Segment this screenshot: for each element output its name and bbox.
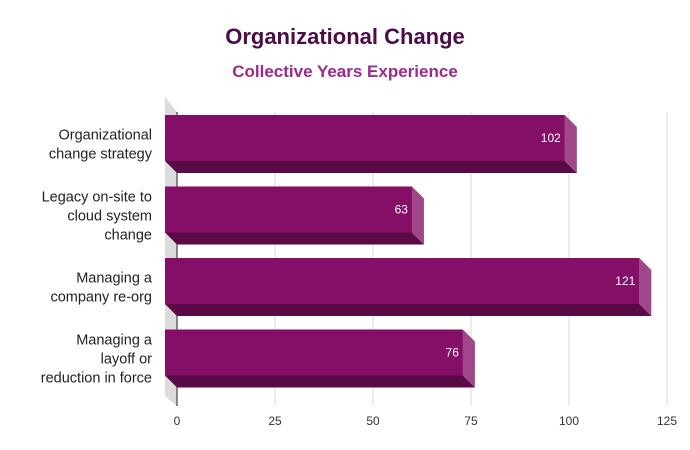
x-tick-label: 50	[366, 414, 380, 428]
bar-side-face	[411, 186, 424, 245]
category-label: Legacy on-site to cloud system change	[42, 190, 152, 244]
data-label: 63	[395, 203, 409, 217]
data-label: 76	[446, 346, 460, 360]
x-tick-label: 125	[657, 414, 677, 428]
category-label-line: change	[104, 228, 152, 244]
category-label-line: Organizational	[59, 128, 153, 144]
category-label: Organizational change strategy	[49, 128, 153, 163]
bar	[165, 329, 463, 376]
category-label-line: layoff or	[101, 352, 152, 368]
bar-side-face	[564, 115, 577, 173]
bar-side-face	[639, 258, 652, 316]
category-label: Managing a layoff or reduction in force	[41, 333, 153, 387]
x-tick-label: 75	[464, 414, 478, 428]
category-label-line: change strategy	[49, 147, 153, 163]
bar	[165, 115, 565, 161]
bar-side-face	[462, 329, 475, 388]
bar	[165, 258, 640, 304]
category-label-line: cloud system	[67, 209, 152, 225]
category-label: Managing a company re-org	[50, 271, 152, 306]
bar-bottom-face	[165, 304, 652, 316]
data-label: 121	[615, 274, 635, 288]
category-label-line: Managing a	[76, 271, 153, 287]
data-label: 102	[541, 131, 561, 145]
bar-bottom-face	[165, 161, 577, 173]
chart-subtitle: Collective Years Experience	[232, 62, 458, 81]
category-label-line: Managing a	[76, 333, 153, 349]
category-label-line: company re-org	[50, 290, 152, 306]
x-tick-label: 100	[559, 414, 579, 428]
x-tick-label: 0	[174, 414, 181, 428]
chart-wall	[165, 97, 177, 406]
chart-title: Organizational Change	[225, 24, 465, 49]
bar-bottom-face	[165, 232, 424, 245]
category-label-line: Legacy on-site to	[42, 190, 152, 206]
category-label-line: reduction in force	[41, 371, 152, 387]
x-tick-label: 25	[268, 414, 282, 428]
bar-bottom-face	[165, 375, 475, 388]
bar	[165, 186, 412, 233]
